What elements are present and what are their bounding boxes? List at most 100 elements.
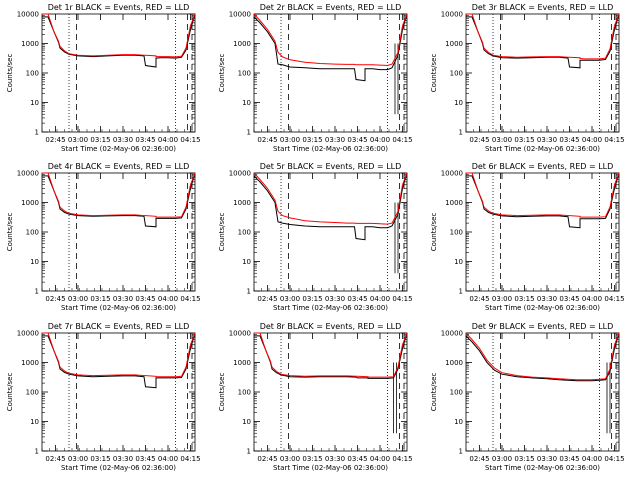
x-tick-label: 04:00 — [370, 295, 390, 303]
x-tick-label: 03:00 — [280, 295, 300, 303]
x-tick-label: 04:15 — [180, 295, 200, 303]
x-axis-label: Start Time (02-May-06 02:36:00) — [273, 145, 388, 153]
y-tick-label: 100 — [26, 229, 39, 237]
x-tick-label: 04:15 — [392, 136, 412, 144]
x-tick-label: 02:45 — [469, 136, 489, 144]
x-axis-label: Start Time (02-May-06 02:36:00) — [485, 304, 600, 312]
y-tick-label: 100 — [450, 70, 463, 78]
detector-panel: Det 4r BLACK = Events, RED = LLD 1 10 100 10… — [6, 162, 201, 312]
y-tick-label: 10000 — [441, 11, 463, 19]
detector-panel: Det 1r BLACK = Events, RED = LLD 1 10 100 10… — [6, 3, 201, 153]
x-tick-label: 03:45 — [135, 295, 155, 303]
lld-series-line — [42, 332, 196, 378]
events-series-line — [253, 13, 408, 82]
panel-title: Det 2r BLACK = Events, RED = LLD — [260, 3, 402, 12]
plot-frame — [253, 172, 408, 292]
y-tick-label: 1000 — [445, 40, 463, 48]
x-tick-label: 04:00 — [370, 455, 390, 463]
y-tick-label: 1 — [35, 448, 39, 456]
x-tick-label: 02:45 — [469, 455, 489, 463]
x-tick-label: 03:30 — [537, 295, 557, 303]
x-tick-label: 04:00 — [158, 295, 178, 303]
y-tick-label: 1 — [459, 288, 463, 296]
x-tick-label: 03:30 — [537, 455, 557, 463]
events-series-line — [466, 13, 620, 69]
x-axis-label: Start Time (02-May-06 02:36:00) — [61, 464, 176, 472]
x-axis-label: Start Time (02-May-06 02:36:00) — [61, 145, 176, 153]
x-tick-label: 03:15 — [514, 295, 534, 303]
y-tick-label: 1 — [247, 448, 251, 456]
plot-frame — [465, 13, 620, 133]
y-tick-label: 1 — [459, 129, 463, 137]
y-tick-label: 100 — [26, 389, 39, 397]
panel-title: Det 1r BLACK = Events, RED = LLD — [48, 3, 190, 12]
y-tick-label: 1000 — [445, 199, 463, 207]
y-axis-label: Counts/sec — [6, 213, 14, 252]
x-tick-label: 03:00 — [68, 295, 88, 303]
y-tick-label: 10000 — [17, 330, 39, 338]
x-tick-label: 02:45 — [45, 295, 65, 303]
y-tick-label: 10 — [454, 99, 463, 107]
panel-title: Det 9r BLACK = Events, RED = LLD — [472, 322, 614, 331]
y-tick-label: 100 — [238, 389, 251, 397]
x-tick-label: 03:00 — [492, 136, 512, 144]
x-tick-label: 03:15 — [90, 136, 110, 144]
y-tick-label: 1 — [35, 129, 39, 137]
y-tick-label: 1000 — [233, 40, 251, 48]
x-tick-label: 03:30 — [113, 136, 133, 144]
y-tick-label: 100 — [450, 389, 463, 397]
y-tick-label: 100 — [26, 70, 39, 78]
y-tick-label: 10 — [30, 99, 39, 107]
plot-frame — [41, 172, 196, 292]
x-tick-label: 03:15 — [302, 295, 322, 303]
y-tick-label: 1000 — [233, 359, 251, 367]
x-tick-label: 03:15 — [90, 455, 110, 463]
plot-frame — [41, 332, 196, 452]
x-axis-label: Start Time (02-May-06 02:36:00) — [61, 304, 176, 312]
y-tick-label: 10 — [30, 258, 39, 266]
y-axis-label: Counts/sec — [6, 373, 14, 412]
y-tick-label: 100 — [450, 229, 463, 237]
panel-title: Det 7r BLACK = Events, RED = LLD — [48, 322, 190, 331]
detector-panel: Det 2r BLACK = Events, RED = LLD 1 10 100 10… — [218, 3, 413, 153]
x-tick-label: 03:30 — [325, 455, 345, 463]
x-tick-label: 03:45 — [559, 455, 579, 463]
x-tick-label: 03:45 — [559, 136, 579, 144]
y-tick-label: 1000 — [233, 199, 251, 207]
y-axis-label: Counts/sec — [218, 54, 226, 93]
plot-frame — [253, 332, 408, 452]
x-tick-label: 03:15 — [302, 455, 322, 463]
plot-frame — [465, 332, 620, 452]
x-tick-label: 03:15 — [514, 136, 534, 144]
y-tick-label: 10000 — [229, 170, 251, 178]
y-tick-label: 1 — [35, 288, 39, 296]
detector-panel: Det 3r BLACK = Events, RED = LLD 1 10 100 10… — [430, 3, 625, 153]
x-tick-label: 04:00 — [582, 295, 602, 303]
x-axis-label: Start Time (02-May-06 02:36:00) — [485, 145, 600, 153]
x-tick-label: 03:30 — [325, 136, 345, 144]
x-tick-label: 03:45 — [347, 455, 367, 463]
x-tick-label: 03:30 — [113, 455, 133, 463]
lld-series-line — [466, 13, 620, 60]
x-tick-label: 03:15 — [514, 455, 534, 463]
y-axis-label: Counts/sec — [218, 213, 226, 252]
lld-series-line — [254, 332, 408, 378]
x-tick-label: 03:45 — [135, 455, 155, 463]
lld-series-line — [253, 172, 408, 225]
x-tick-label: 04:00 — [582, 136, 602, 144]
y-axis-label: Counts/sec — [6, 54, 14, 93]
y-tick-label: 10000 — [17, 170, 39, 178]
x-tick-label: 03:30 — [325, 295, 345, 303]
events-series-line — [253, 172, 408, 241]
lld-series-line — [466, 172, 620, 218]
lld-series-line — [253, 13, 408, 67]
x-tick-label: 03:30 — [537, 136, 557, 144]
y-tick-label: 10 — [242, 418, 251, 426]
detector-panel: Det 8r BLACK = Events, RED = LLD 1 10 100 10… — [218, 322, 413, 472]
x-tick-label: 02:45 — [45, 136, 65, 144]
y-tick-label: 1000 — [21, 199, 39, 207]
y-tick-label: 100 — [238, 229, 251, 237]
y-tick-label: 10 — [30, 418, 39, 426]
detector-panel: Det 6r BLACK = Events, RED = LLD 1 10 100 10… — [430, 162, 625, 312]
x-axis-label: Start Time (02-May-06 02:36:00) — [273, 464, 388, 472]
